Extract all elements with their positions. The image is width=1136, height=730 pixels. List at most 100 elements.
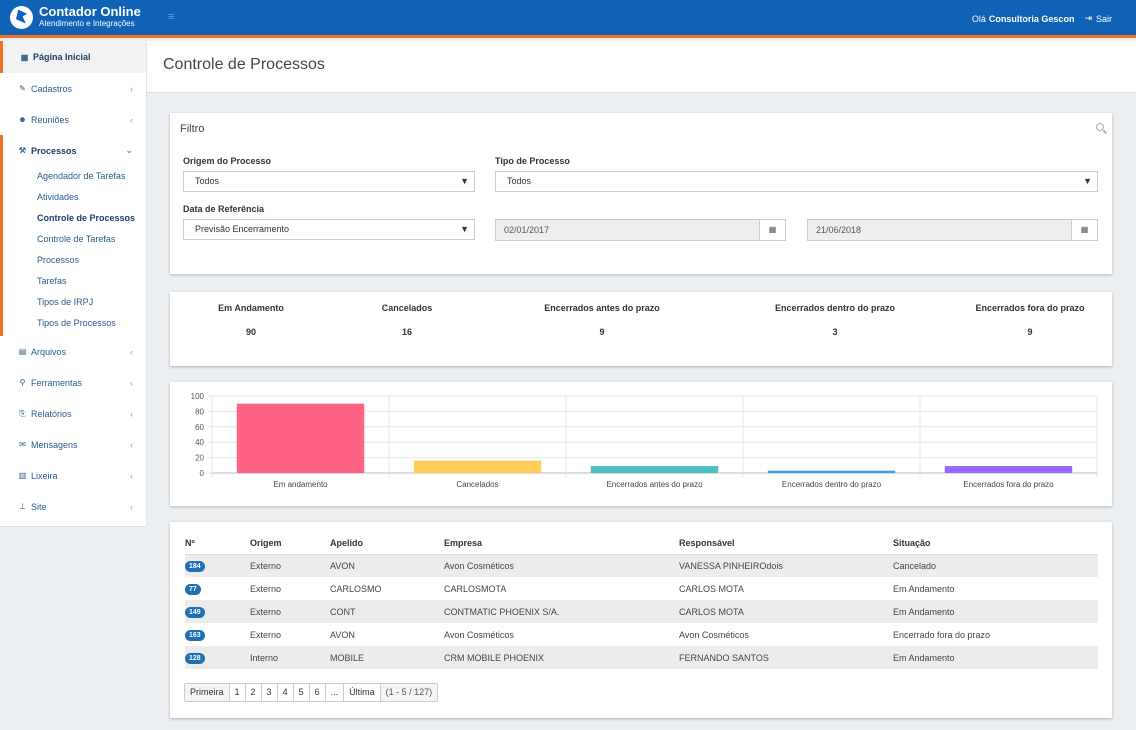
stat-value: 3 [832,327,838,337]
processes-table-panel: Nº Origem Apelido Empresa Responsável Si… [170,522,1112,718]
tipo-label: Tipo de Processo [495,156,570,166]
cell-apelido: CONT [330,600,444,623]
sidebar-subitem-tarefas[interactable]: Tarefas [37,276,67,286]
calendar-icon[interactable]: ▦ [1071,220,1097,240]
col-header-num[interactable]: Nº [185,533,250,555]
sidebar-item-label: Ferramentas [31,377,83,388]
origem-select[interactable]: Todos ▼ [183,171,475,192]
bar-5 [944,466,1073,473]
pager-page-2[interactable]: 2 [245,684,262,701]
sidebar-item-label: Processos [31,145,77,156]
sidebar-item-cadastros[interactable]: ✎ Cadastros ‹ [0,73,146,104]
sidebar-subitem-processos[interactable]: Processos [37,255,80,265]
filter-panel: Filtro Origem do Processo Todos ▼ Tipo d… [170,113,1112,274]
pager-ellipsis[interactable]: ... [325,684,345,701]
report-icon: ⎘ [19,408,26,418]
col-header-apelido[interactable]: Apelido [330,533,444,555]
sidebar-item-home[interactable]: ▦ Página Inicial [0,41,146,73]
col-header-responsavel[interactable]: Responsável [679,533,893,555]
hamburger-menu-icon[interactable]: ≡ [168,11,175,23]
stat-value: 90 [245,327,256,337]
sitemap-icon: ⊥ [19,502,26,511]
x-tick-label: Encerrados fora do prazo [963,480,1054,489]
col-header-origem[interactable]: Origem [250,533,330,555]
cell-origem: Externo [250,583,282,594]
cell-empresa: CONTMATIC PHOENIX S/A. [444,600,679,623]
sidebar-subitem-tipos-irpj[interactable]: Tipos de IRPJ [37,297,94,307]
sidebar-item-arquivos[interactable]: ▤ Arquivos ‹ [0,336,146,367]
cell-situacao: Em Andamento [893,583,955,594]
sidebar-subitem-controle-processos[interactable]: Controle de Processos [37,213,136,223]
table-row[interactable]: 149 Externo CONT CONTMATIC PHOENIX S/A. … [185,600,1098,623]
sidebar-subitem-atividades[interactable]: Atividades [37,192,79,202]
cell-responsavel: Avon Cosméticos [679,629,749,640]
caret-down-icon: ▼ [1083,176,1092,186]
sidebar-item-mensagens[interactable]: ✉ Mensagens ‹ [0,429,146,460]
bar-3 [590,466,719,473]
pager-page-3[interactable]: 3 [261,684,278,701]
row-number-badge[interactable]: 128 [185,652,205,664]
grid-icon: ▦ [20,52,29,62]
sidebar-item-processos[interactable]: ⚒ Processos ⌄ [3,135,146,166]
logo-icon [10,5,33,29]
search-icon[interactable] [1096,123,1104,131]
stats-panel: Em Andamento 90 Cancelados 16 Encerrados… [170,292,1112,366]
sidebar-item-label: Lixeira [31,470,58,481]
pager-page-5[interactable]: 5 [293,684,310,701]
row-number-badge[interactable]: 184 [185,560,205,572]
sidebar-subitem-tipos-processos[interactable]: Tipos de Processos [37,318,116,328]
calendar-icon[interactable]: ▦ [759,220,785,240]
file-icon: ▤ [18,347,27,356]
table-row[interactable]: 163 Externo AVON Avon Cosméticos Avon Co… [185,623,1098,646]
table-row[interactable]: 128 Interno MOBILE CRM MOBILE PHOENIX FE… [185,646,1098,669]
x-tick-label: Encerrados antes do prazo [606,480,703,489]
sidebar-subitem-agendador[interactable]: Agendador de Tarefas [37,171,126,181]
sidebar-item-label: Arquivos [31,346,67,357]
pager-page-1[interactable]: 1 [229,684,246,701]
row-number-badge[interactable]: 163 [185,629,205,641]
sidebar-item-label: Cadastros [31,83,73,94]
sidebar-item-site[interactable]: ⊥ Site ‹ [0,491,146,522]
data-referencia-label: Data de Referência [183,204,265,214]
origem-value: Todos [195,176,220,186]
sidebar-group-processos: ⚒ Processos ⌄ Agendador de Tarefas Ativi… [0,135,146,336]
sign-out-icon: ⇥ [1084,13,1092,23]
col-header-empresa[interactable]: Empresa [444,533,679,555]
caret-down-icon: ▼ [460,224,469,234]
page-title: Controle de Processos [163,56,325,73]
col-header-situacao[interactable]: Situação [893,533,1098,555]
table-row[interactable]: 77 Externo CARLOSMO CARLOSMOTA CARLOS MO… [185,577,1098,600]
date-to-input[interactable]: 21/06/2018 ▦ [807,219,1098,241]
cell-situacao: Em Andamento [893,600,1098,623]
sidebar-item-lixeira[interactable]: ▥ Lixeira ‹ [0,460,146,491]
date-from-input[interactable]: 02/01/2017 ▦ [495,219,786,241]
pager-page-6[interactable]: 6 [309,684,326,701]
data-referencia-value: Previsão Encerramento [195,224,290,234]
stat-encerrados-fora: Encerrados fora do prazo 9 [960,303,1100,337]
sidebar-item-ferramentas[interactable]: ⚲ Ferramentas ‹ [0,367,146,398]
sidebar-item-reunioes[interactable]: ☻ Reuniões ‹ [0,104,146,135]
row-number-badge[interactable]: 149 [185,606,205,618]
cell-origem: Externo [250,554,330,577]
sidebar-item-relatorios[interactable]: ⎘ Relatórios ‹ [0,398,146,429]
stat-encerrados-dentro: Encerrados dentro do prazo 3 [760,303,910,337]
cell-responsavel: FERNANDO SANTOS [679,646,893,669]
tipo-select[interactable]: Todos ▼ [495,171,1098,192]
x-tick-label: Encerrados dentro do prazo [782,480,882,489]
stat-cancelados: Cancelados 16 [352,303,462,337]
y-tick-label: 60 [195,423,204,432]
sidebar-subitem-controle-tarefas[interactable]: Controle de Tarefas [37,234,116,244]
table-row[interactable]: 184 Externo AVON Avon Cosméticos VANESSA… [185,554,1098,577]
pager-last-button[interactable]: Última [344,684,381,701]
edit-icon: ✎ [19,84,26,93]
stat-label: Em Andamento [218,303,284,313]
gavel-icon: ⚒ [18,146,27,155]
cell-situacao: Encerrado fora do prazo [893,629,991,640]
origem-label: Origem do Processo [183,156,272,166]
logout-button[interactable]: ⇥ Sair [1084,13,1112,24]
pager-first-button[interactable]: Primeira [185,684,230,701]
row-number-badge[interactable]: 77 [185,583,201,595]
pager-page-4[interactable]: 4 [277,684,294,701]
data-referencia-select[interactable]: Previsão Encerramento ▼ [183,219,475,240]
brand[interactable]: Contador Online Atendimento e Integraçõe… [10,5,141,29]
